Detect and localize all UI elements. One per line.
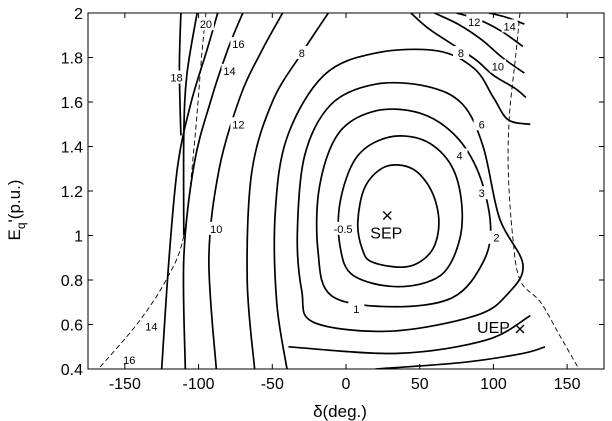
x-tick-label-7: 150 <box>554 376 581 393</box>
y-tick-label-5: 1.2 <box>61 184 83 201</box>
contour-label-15: 16 <box>232 39 244 51</box>
contour-label-5: 4 <box>456 150 462 162</box>
contour-label-12: 10 <box>210 224 222 236</box>
contour-label-bg-13 <box>230 117 247 131</box>
contour-label-7: 8 <box>458 48 464 60</box>
sep-marker <box>382 210 392 220</box>
y-tick-label-2: 0.6 <box>61 318 83 335</box>
contour-line-6 <box>273 48 531 369</box>
x-tick-label-3: -50 <box>261 376 284 393</box>
contour-line-4 <box>296 81 524 333</box>
axes-group: -150 -100 -50 0 50 100 150 0.4 0.6 0.8 1 1.2 1.4 1.6 1… <box>61 6 605 393</box>
x-tick-label-5: 50 <box>411 376 429 393</box>
sep-label: SEP <box>370 225 402 242</box>
boundary-right <box>507 13 580 369</box>
stability-boundary-group <box>97 13 580 369</box>
contour-label-bg-16 <box>168 70 185 84</box>
contour-line-14 <box>434 13 525 74</box>
contour-line-13 <box>410 13 527 99</box>
contour-label-2: 1 <box>353 304 359 316</box>
equilibrium-points-group: SEP UEP <box>370 210 525 337</box>
y-tick-label-8: 1.8 <box>61 51 83 68</box>
contour-label-bg-12 <box>208 221 225 235</box>
contour-lines-group <box>160 13 546 369</box>
contour-line-7 <box>246 13 330 369</box>
contour-label-16: 18 <box>170 73 182 85</box>
contour-label-bg-7 <box>452 46 469 60</box>
contour-label-bg-5 <box>451 148 468 162</box>
contour-label-bg-19 <box>121 353 138 367</box>
contour-line-16 <box>488 13 525 25</box>
y-tick-label-4: 1 <box>74 229 83 246</box>
contour-line-12 <box>178 13 182 136</box>
contour-label-6: 6 <box>479 119 485 131</box>
uep-marker <box>515 324 525 334</box>
contour-label-bg-11 <box>293 46 310 60</box>
y-axis-label: Eq'(p.u.) <box>5 180 28 241</box>
y-tick-label-7: 1.6 <box>61 95 83 112</box>
y-axis-label-main: E <box>5 229 24 240</box>
contour-label-17: 20 <box>200 19 212 31</box>
x-tick-label-4: 0 <box>342 376 351 393</box>
contour-label-4: 3 <box>479 188 485 200</box>
contour-line-3 <box>315 108 492 308</box>
contour-line-10 <box>160 13 219 369</box>
y-tick-label-9: 2 <box>74 6 83 23</box>
contour-label-bg-9 <box>466 14 483 28</box>
contour-label-1: -0.5 <box>334 224 353 236</box>
contour-label-bg-4 <box>473 186 490 200</box>
contour-label-bg-14 <box>221 63 238 77</box>
contour-label-10: 14 <box>504 21 516 33</box>
contour-label-bg-10 <box>501 19 518 33</box>
contour-line-17 <box>375 345 546 369</box>
contour-label-11: 8 <box>299 48 305 60</box>
contour-label-bg-2 <box>348 301 365 315</box>
y-axis-label-sub: q <box>14 222 28 229</box>
x-axis-label: δ(deg.) <box>313 402 367 421</box>
contour-label-bg-3 <box>488 230 505 244</box>
contour-label-bg-18 <box>143 319 160 333</box>
y-tick-label-3: 0.8 <box>61 273 83 290</box>
contour-label-bg-8 <box>489 59 506 73</box>
contour-label-bg-17 <box>197 17 214 31</box>
contour-label-3: 2 <box>493 233 499 245</box>
contour-label-14: 14 <box>223 66 235 78</box>
contour-line-9 <box>182 13 244 369</box>
y-axis-label-rest: '(p.u.) <box>5 180 24 223</box>
y-tick-label-6: 1.4 <box>61 140 83 157</box>
contour-line-15 <box>456 13 524 48</box>
contour-label-bg-6 <box>473 117 490 131</box>
contour-line-1 <box>356 164 440 268</box>
contour-label-8: 10 <box>492 61 504 73</box>
uep-label: UEP <box>477 320 510 337</box>
contour-label-18: 14 <box>145 322 157 334</box>
y-tick-label-1: 0.4 <box>61 362 83 379</box>
contour-line-8 <box>208 13 284 369</box>
contour-label-bg-1 <box>335 221 352 235</box>
contour-label-bg-15 <box>230 37 247 51</box>
x-tick-label-2: -100 <box>183 376 215 393</box>
x-tick-label-1: -150 <box>109 376 141 393</box>
contour-label-19: 16 <box>123 355 135 367</box>
contour-line-5 <box>288 314 531 355</box>
x-tick-label-6: 100 <box>480 376 507 393</box>
contour-label-9: 12 <box>468 17 480 29</box>
contour-line-2 <box>337 135 464 288</box>
contour-label-13: 12 <box>232 119 244 131</box>
contour-line-11 <box>182 13 198 236</box>
